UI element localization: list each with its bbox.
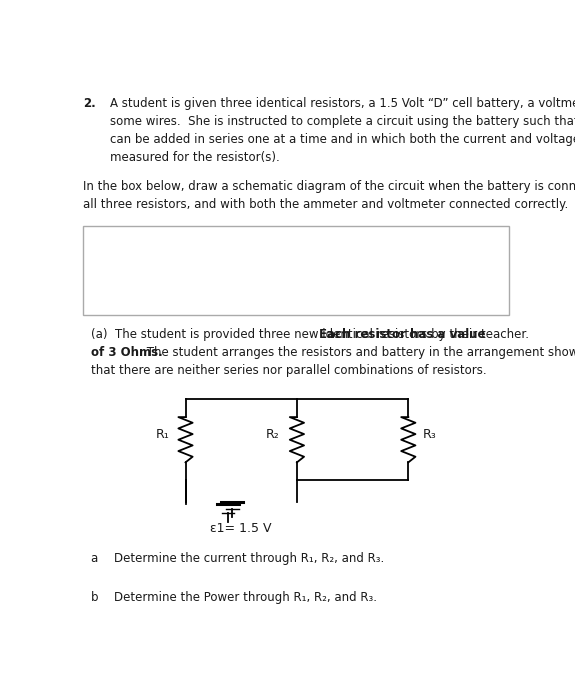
Text: The student arranges the resistors and battery in the arrangement shown below su: The student arranges the resistors and b… xyxy=(143,346,575,359)
Text: that there are neither series nor parallel combinations of resistors.: that there are neither series nor parall… xyxy=(91,364,486,377)
Text: Determine the Power through R₁, R₂, and R₃.: Determine the Power through R₁, R₂, and … xyxy=(114,591,377,603)
Text: R₁: R₁ xyxy=(155,428,169,441)
Bar xyxy=(83,226,508,315)
Text: some wires.  She is instructed to complete a circuit using the battery such that: some wires. She is instructed to complet… xyxy=(110,116,575,128)
Text: all three resistors, and with both the ammeter and voltmeter connected correctly: all three resistors, and with both the a… xyxy=(83,198,568,211)
Text: measured for the resistor(s).: measured for the resistor(s). xyxy=(110,150,279,164)
Text: A student is given three identical resistors, a 1.5 Volt “D” cell battery, a vol: A student is given three identical resis… xyxy=(110,97,575,111)
Text: R₂: R₂ xyxy=(266,428,279,441)
Text: of 3 Ohms.: of 3 Ohms. xyxy=(91,346,162,359)
Text: a: a xyxy=(91,552,98,565)
Text: ε1= 1.5 V: ε1= 1.5 V xyxy=(210,522,272,536)
Text: In the box below, draw a schematic diagram of the circuit when the battery is co: In the box below, draw a schematic diagr… xyxy=(83,181,575,193)
Text: Determine the current through R₁, R₂, and R₃.: Determine the current through R₁, R₂, an… xyxy=(114,552,385,565)
Text: (a)  The student is provided three new identical resistors by their teacher.: (a) The student is provided three new id… xyxy=(91,328,536,341)
Text: can be added in series one at a time and in which both the current and voltage c: can be added in series one at a time and… xyxy=(110,133,575,146)
Text: Each resistor has a value: Each resistor has a value xyxy=(319,328,486,341)
Text: 2.: 2. xyxy=(83,97,96,111)
Text: R₃: R₃ xyxy=(423,428,436,441)
Text: b: b xyxy=(91,591,98,603)
